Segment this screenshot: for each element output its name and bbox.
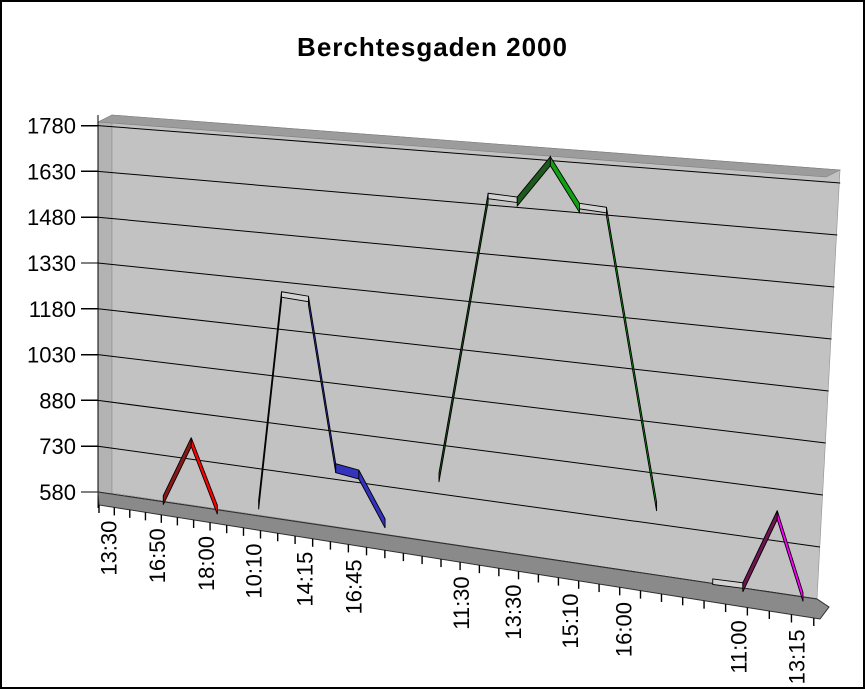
- y-axis-label: 1030: [27, 343, 76, 368]
- y-axis-label: 1630: [27, 159, 76, 184]
- x-axis-label: 18:00: [194, 536, 219, 591]
- track-magenta-segment: [776, 510, 804, 602]
- track-blue-segment: [258, 291, 282, 510]
- y-axis-label: 880: [39, 388, 76, 413]
- gridline: [97, 399, 823, 496]
- track-blue-segment: [358, 469, 386, 529]
- x-axis-label: 16:00: [611, 602, 636, 657]
- gridline: [97, 170, 838, 236]
- track-red-segment: [190, 437, 218, 515]
- x-axis-label: 10:10: [242, 544, 267, 599]
- y-axis-label: 1780: [27, 114, 76, 139]
- back-wall: [111, 114, 841, 600]
- x-axis-label: 11:30: [449, 576, 474, 629]
- track-green: [438, 155, 658, 512]
- track-green-segment: [549, 155, 580, 214]
- track-blue: [258, 291, 386, 529]
- track-red: [162, 437, 218, 515]
- y-axis-label: 1480: [27, 205, 76, 230]
- y-axis-label: 730: [39, 434, 76, 459]
- x-axis-label: 16:45: [342, 559, 367, 614]
- gridline: [97, 308, 829, 392]
- x-axis-label: 15:10: [558, 594, 583, 649]
- track-green-segment: [438, 193, 489, 483]
- gridline: [97, 354, 826, 444]
- track-green-segment: [606, 207, 658, 512]
- x-axis-label: 13:15: [784, 629, 809, 684]
- y-axis-label: 1330: [27, 251, 76, 276]
- gridline: [97, 125, 841, 184]
- y-axis-label: 1180: [29, 297, 76, 322]
- gridline: [97, 216, 835, 288]
- x-axis-label: 13:30: [501, 585, 526, 640]
- x-axis-label: 13:30: [97, 521, 122, 576]
- y-axis-label: 580: [39, 480, 76, 505]
- x-axis-label: 16:50: [145, 528, 170, 583]
- wall-top-face: [96, 114, 842, 178]
- track-magenta: [712, 510, 804, 602]
- chart-title: Berchtesgaden 2000: [297, 32, 568, 62]
- x-axis-label: 11:00: [727, 620, 752, 673]
- x-axis-label: 14:15: [293, 552, 318, 607]
- floor: [97, 491, 830, 620]
- gridline: [97, 262, 832, 340]
- gridline: [97, 445, 820, 548]
